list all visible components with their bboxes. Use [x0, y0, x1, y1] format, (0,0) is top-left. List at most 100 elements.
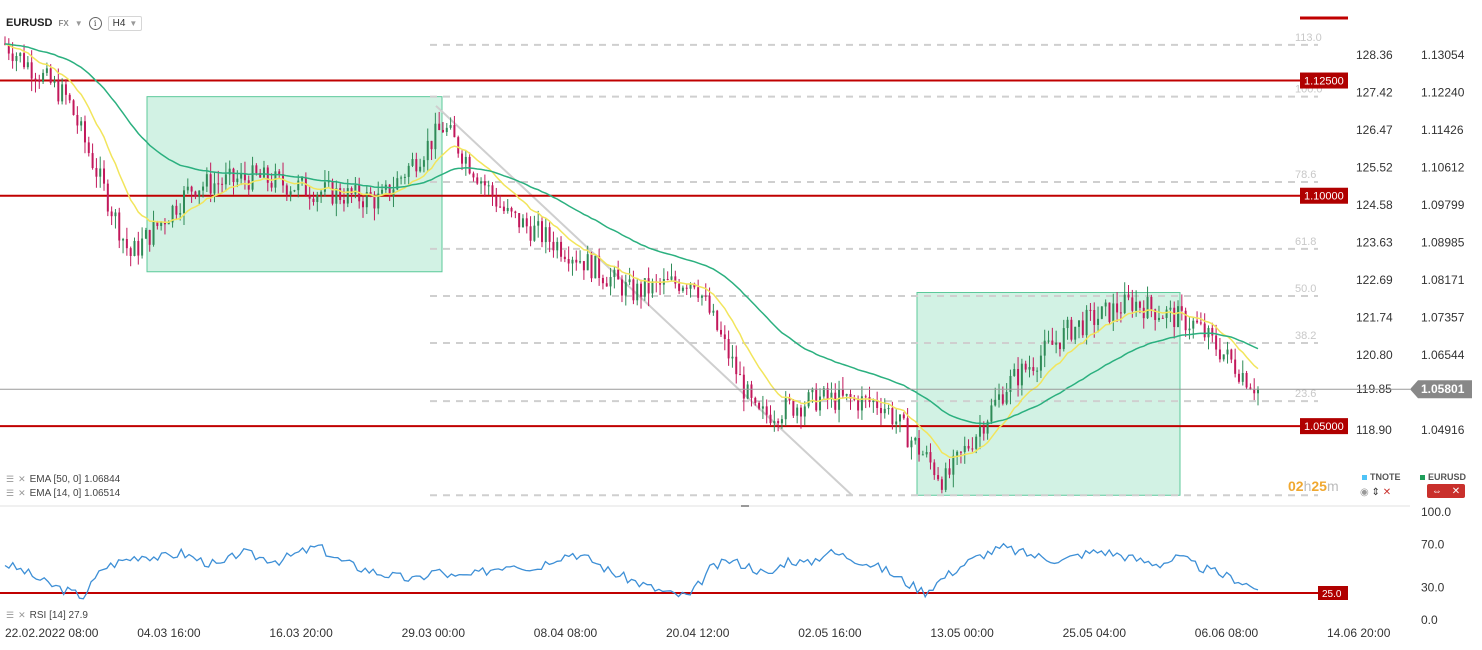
candle-body — [266, 167, 269, 183]
candle-body — [438, 123, 441, 130]
candle-body — [103, 168, 106, 184]
candle-body — [986, 421, 989, 434]
candle-body — [944, 468, 947, 490]
candle-body — [480, 181, 483, 184]
close-icon[interactable]: ✕ — [18, 488, 26, 498]
price-tick-label: 1.08985 — [1421, 236, 1465, 250]
candle-body — [1138, 301, 1141, 308]
symbol-label[interactable]: EURUSD — [6, 17, 53, 29]
candle-body — [183, 190, 185, 214]
rsi-panel: 100.0 70.0 30.0 0.0 25.0 — [0, 505, 1451, 627]
candle-body — [15, 56, 18, 62]
time-tick-label: 22.02.2022 08:00 — [5, 626, 99, 640]
secondary-tick-label: 122.69 — [1356, 273, 1393, 287]
candle-body — [594, 255, 597, 279]
current-price-tag — [1410, 380, 1472, 399]
countdown-minutes: 25 — [1311, 478, 1327, 494]
candle-body — [270, 182, 273, 188]
eurusd-tag[interactable]: EURUSD — [1420, 472, 1466, 482]
settings-icon[interactable]: ☰ — [6, 488, 15, 498]
time-tick-label: 04.03 16:00 — [137, 626, 201, 640]
secondary-tick-label: 120.80 — [1356, 348, 1393, 362]
candle-body — [826, 388, 829, 399]
eye-icon[interactable]: ◉ — [1360, 487, 1369, 498]
candle-body — [716, 310, 719, 330]
ema14-legend[interactable]: ☰ ✕ EMA [14, 0] 1.06514 — [6, 488, 120, 499]
candle-body — [1157, 317, 1160, 320]
candle-body — [609, 277, 612, 287]
rsi-legend[interactable]: ☰ ✕ RSI [14] 27.9 — [6, 610, 88, 621]
candle-body — [925, 452, 928, 455]
candle-body — [598, 255, 601, 278]
chevron-down-icon: ▼ — [129, 18, 138, 28]
candle-body — [179, 213, 182, 215]
info-icon[interactable]: i — [88, 16, 102, 30]
settings-icon[interactable]: ☰ — [6, 610, 15, 620]
time-tick-label: 20.04 12:00 — [666, 626, 730, 640]
candle-body — [422, 160, 425, 167]
candle-body — [110, 211, 113, 217]
settings-icon[interactable]: ☰ — [6, 474, 15, 484]
candle-body — [514, 211, 517, 214]
close-icon[interactable]: ✕ — [18, 474, 26, 484]
candle-body — [567, 259, 570, 264]
level-tag — [1300, 187, 1348, 204]
sort-icon[interactable]: ⇕ — [1371, 487, 1380, 498]
candle-body — [853, 398, 856, 400]
remove-overlay-button[interactable]: ⇔ ✕ — [1427, 484, 1465, 498]
candle-body — [1222, 354, 1225, 360]
close-icon[interactable]: ✕ — [1382, 487, 1392, 498]
candle-body — [1009, 375, 1012, 392]
candle-body — [1070, 319, 1073, 340]
close-icon[interactable]: ✕ — [18, 610, 26, 620]
candle-body — [1036, 370, 1039, 372]
candle-body — [571, 259, 574, 264]
candle-body — [796, 407, 799, 416]
candle-body — [171, 205, 174, 223]
candle-body — [125, 239, 128, 249]
time-tick-label: 13.05 00:00 — [930, 626, 994, 640]
countdown-hours: 02 — [1288, 478, 1304, 494]
candle-body — [1218, 349, 1221, 360]
candle-body — [670, 276, 673, 280]
fib-level-label: 50.0 — [1295, 283, 1316, 295]
candle-body — [487, 185, 490, 187]
candle-body — [929, 452, 932, 463]
candle-body — [700, 295, 703, 298]
candle-body — [643, 278, 646, 297]
candle-body — [933, 462, 936, 476]
candle-body — [137, 240, 140, 256]
candle-body — [350, 188, 353, 194]
ema50-legend[interactable]: ☰ ✕ EMA [50, 0] 1.06844 — [6, 474, 120, 485]
candles — [4, 36, 1259, 494]
candle-body — [857, 399, 860, 411]
candle-body — [1005, 391, 1008, 404]
candle-body — [289, 191, 292, 195]
candle-body — [1078, 320, 1080, 327]
candle-body — [285, 185, 288, 195]
close-icon: ✕ — [1451, 485, 1461, 497]
time-tick-label: 29.03 00:00 — [402, 626, 466, 640]
candle-body — [1199, 322, 1202, 324]
timeframe-select[interactable]: H4 ▼ — [107, 15, 143, 31]
ema50-line — [4, 43, 1259, 425]
candle-body — [148, 230, 151, 245]
chart-toolbar: EURUSD FX ▼ i H4 ▼ — [6, 12, 143, 34]
candle-body — [841, 389, 844, 396]
candle-body — [601, 277, 604, 284]
candle-body — [1245, 372, 1248, 388]
candle-body — [605, 283, 608, 287]
tnote-tag[interactable]: TNOTE — [1362, 472, 1401, 482]
candle-body — [575, 259, 578, 263]
candle-body — [304, 177, 307, 196]
price-tick-label: 1.10612 — [1421, 161, 1465, 175]
candle-body — [529, 226, 532, 241]
candle-body — [533, 225, 536, 241]
candle-body — [769, 414, 772, 424]
candle-body — [57, 80, 60, 102]
candle-body — [518, 213, 521, 228]
chevron-down-icon[interactable]: ▼ — [74, 18, 83, 28]
candle-body — [1108, 302, 1111, 322]
candle-body — [830, 392, 833, 399]
